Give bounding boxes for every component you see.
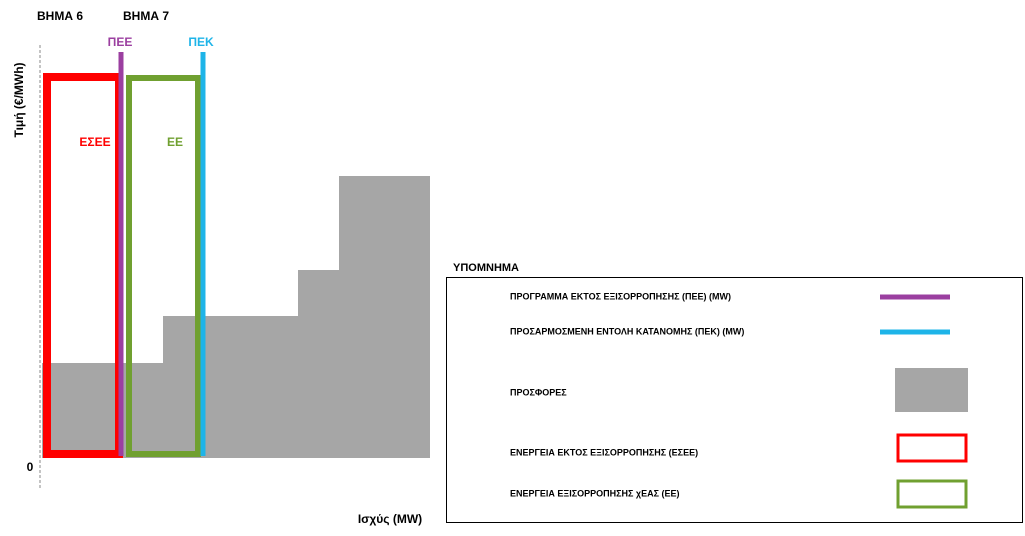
zero-label: 0 [27,460,34,474]
legend-item: ΕΝΕΡΓΕΙΑ ΕΚΤΟΣ ΕΞΙΣΟΡΡΟΠΗΣΗΣ (ΕΣΕΕ) [510,447,698,457]
y-axis-label: Τιμή (€/MWh) [12,62,26,137]
legend-icon [896,479,968,509]
legend-item: ΠΡΟΓΡΑΜΜΑ ΕΚΤΟΣ ΕΞΙΣΟΡΡΟΠΗΣΗΣ (ΠΕΕ) (MW) [510,291,731,301]
esee-label: ΕΣΕΕ [79,135,110,149]
legend-item: ΠΡΟΣΑΡΜΟΣΜΕΝΗ ΕΝΤΟΛΗ ΚΑΤΑΝΟΜΗΣ (ΠΕΚ) (MW… [510,326,744,336]
legend-box [446,277,1023,523]
step-label: ΒΗΜΑ 6 [37,9,83,23]
legend-title: ΥΠΟΜΝΗΜΑ [453,262,519,274]
ee-box [126,75,201,457]
x-axis-label: Ισχύς (MW) [358,512,422,526]
pee-label: ΠΕΕ [108,35,133,49]
legend-icon [896,433,968,463]
step-label: ΒΗΜΑ 7 [123,9,169,23]
ee-label: ΕΕ [167,135,183,149]
legend-item: ΠΡΟΣΦΟΡΕΣ [510,387,567,397]
legend-icon [895,368,968,412]
legend-item: ΕΝΕΡΓΕΙΑ ΕΞΙΣΟΡΡΟΠΗΣΗΣ χΕΑΣ (ΕΕ) [510,488,680,498]
pek-label: ΠΕΚ [188,35,214,49]
offers [42,176,430,458]
